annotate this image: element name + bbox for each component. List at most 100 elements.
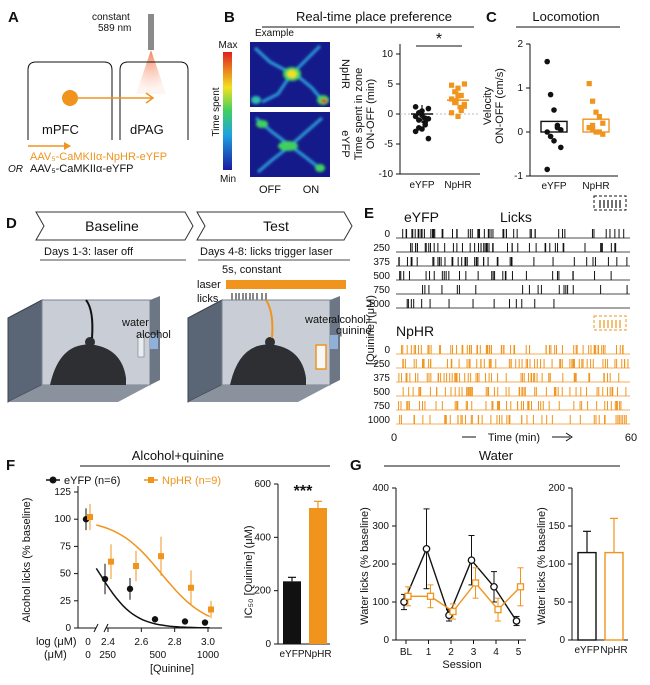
g-ytick-label: 400 bbox=[372, 483, 389, 494]
b-xcat-eyfp: eYFP bbox=[409, 180, 434, 191]
g-point bbox=[422, 544, 431, 553]
b-point bbox=[425, 105, 432, 112]
f-ytick-label: 75 bbox=[60, 541, 72, 552]
f-ytick-label: 125 bbox=[54, 487, 71, 498]
e-row-label: 250 bbox=[373, 243, 390, 254]
days-test: Days 4-8: licks trigger laser bbox=[200, 246, 333, 258]
colorbar-label: Time spent bbox=[211, 87, 222, 136]
c-point bbox=[544, 58, 550, 65]
cage-baseline: water alcohol bbox=[7, 296, 171, 403]
c-mean-bar bbox=[582, 118, 610, 133]
panel-label-c: C bbox=[486, 9, 497, 26]
c-ylabel-2: ON-OFF (cm/s) bbox=[494, 68, 506, 144]
b-point bbox=[412, 104, 419, 110]
f-xlabel: [Quinine] bbox=[150, 663, 194, 675]
c-ytick-label: 2 bbox=[517, 39, 523, 50]
c-point bbox=[547, 133, 554, 140]
b-significance: * bbox=[436, 31, 442, 48]
b-point bbox=[455, 85, 461, 91]
c-xcat-eyfp: eYFP bbox=[541, 181, 566, 192]
f-fit-curve bbox=[95, 567, 210, 629]
f-ic50-ylabel: IC₅₀ [Quinine] (μM) bbox=[243, 526, 255, 619]
b-point bbox=[461, 81, 467, 87]
f-ytick-label: 50 bbox=[60, 569, 72, 580]
panel-label-e: E bbox=[364, 205, 374, 222]
f-umtick-label: 1000 bbox=[197, 650, 220, 661]
axon-terminal-icon bbox=[145, 92, 155, 104]
colorbar-min: Min bbox=[220, 174, 236, 185]
c-point bbox=[551, 107, 557, 113]
f-ic50-xcat-eyfp: eYFP bbox=[279, 649, 304, 660]
f-logtick-label: 3.0 bbox=[201, 637, 215, 648]
f-umtick-label: 250 bbox=[99, 650, 116, 661]
cage2-quinine: quinine bbox=[336, 325, 371, 337]
g-point bbox=[512, 617, 521, 625]
licks-row-label: licks bbox=[197, 293, 219, 305]
b-point bbox=[449, 96, 455, 102]
e-zoom-box-1 bbox=[593, 195, 627, 211]
panel-label-g: G bbox=[350, 457, 362, 474]
g-bar-ytick-label: 50 bbox=[554, 597, 566, 608]
scatter-plot-b: Time spent in zone ON-OFF (min) 10 5 0 -5 -1… bbox=[353, 31, 480, 191]
g-ytick-label: 200 bbox=[372, 559, 389, 570]
panel-label-b: B bbox=[224, 9, 235, 26]
panel-b: B Real-time place preference Example Max… bbox=[211, 9, 480, 196]
virus-label-npHR: AAV₅-CaMKIIα-NpHR-eYFP bbox=[30, 151, 167, 163]
e-row-label: 750 bbox=[373, 285, 390, 296]
panel-label-a: A bbox=[8, 9, 19, 26]
f-ic50-bar bbox=[283, 581, 301, 644]
b-point bbox=[425, 135, 432, 142]
c-ytick-label: 0 bbox=[517, 127, 523, 138]
g-xtick-label: 3 bbox=[471, 647, 477, 658]
c-ytick-label: -1 bbox=[514, 171, 523, 182]
virus-or: OR bbox=[8, 164, 23, 175]
f-logtick-label: 2.8 bbox=[168, 637, 182, 648]
g-bar-xcat-nphr: NpHR bbox=[600, 645, 627, 656]
e-row-label: 1000 bbox=[368, 415, 391, 426]
cage2-water: water bbox=[304, 314, 332, 326]
f-title-1: Alcohol+ bbox=[132, 448, 182, 463]
c-xcat-nphr: NpHR bbox=[582, 181, 609, 192]
f-ylabel: Alcohol licks (% baseline) bbox=[21, 498, 33, 623]
mouse-icon bbox=[230, 344, 306, 385]
b-point bbox=[461, 103, 467, 109]
panel-c-title: Locomotion bbox=[532, 9, 599, 24]
b-point bbox=[425, 116, 432, 122]
panel-f: F Alcohol+ quinine eYFP (n=6) NpHR (n=9)… bbox=[6, 448, 332, 675]
b-ylabel-2: ON-OFF (min) bbox=[365, 79, 377, 149]
e-xlabel: Time (min) bbox=[488, 432, 540, 444]
g-series-line bbox=[408, 581, 521, 613]
f-ytick-label: 25 bbox=[60, 596, 72, 607]
b-point bbox=[458, 104, 464, 110]
f-fit-curve bbox=[96, 524, 211, 618]
b-xcat-nphr: NpHR bbox=[444, 180, 471, 191]
mpfc-box bbox=[27, 61, 113, 140]
c-point bbox=[586, 81, 592, 87]
g-xtick-label: BL bbox=[400, 647, 413, 658]
b-ytick-label: -10 bbox=[379, 169, 394, 180]
panel-label-d: D bbox=[6, 215, 17, 232]
e-row-label: 0 bbox=[384, 229, 390, 240]
panel-g: G Water Water licks (% baseline) 400 300 2… bbox=[350, 448, 628, 671]
c-point bbox=[600, 131, 606, 137]
f-ic50-xcat-nphr: NpHR bbox=[304, 649, 331, 660]
example-label: Example bbox=[255, 28, 294, 39]
f-legend-nphr: NpHR (n=9) bbox=[162, 475, 221, 487]
g-ytick-label: 300 bbox=[372, 521, 389, 532]
box-label-dpag: dPAG bbox=[130, 122, 164, 137]
g-title: Water bbox=[479, 448, 514, 463]
b-point bbox=[452, 89, 458, 95]
optic-fiber-icon bbox=[148, 14, 154, 50]
g-bar-ylabel: Water licks (% baseline) bbox=[536, 507, 548, 625]
b-point bbox=[455, 113, 461, 119]
c-ytick-label: 1 bbox=[517, 83, 523, 94]
g-series-line bbox=[403, 546, 518, 622]
f-ic50-bar bbox=[309, 508, 327, 644]
days-baseline: Days 1-3: laser off bbox=[44, 246, 134, 258]
x-label-off: OFF bbox=[259, 184, 281, 196]
panel-b-title: Real-time place preference bbox=[296, 9, 452, 24]
c-point bbox=[547, 91, 554, 98]
c-point bbox=[600, 120, 606, 126]
g-ylabel: Water licks (% baseline) bbox=[359, 507, 371, 625]
